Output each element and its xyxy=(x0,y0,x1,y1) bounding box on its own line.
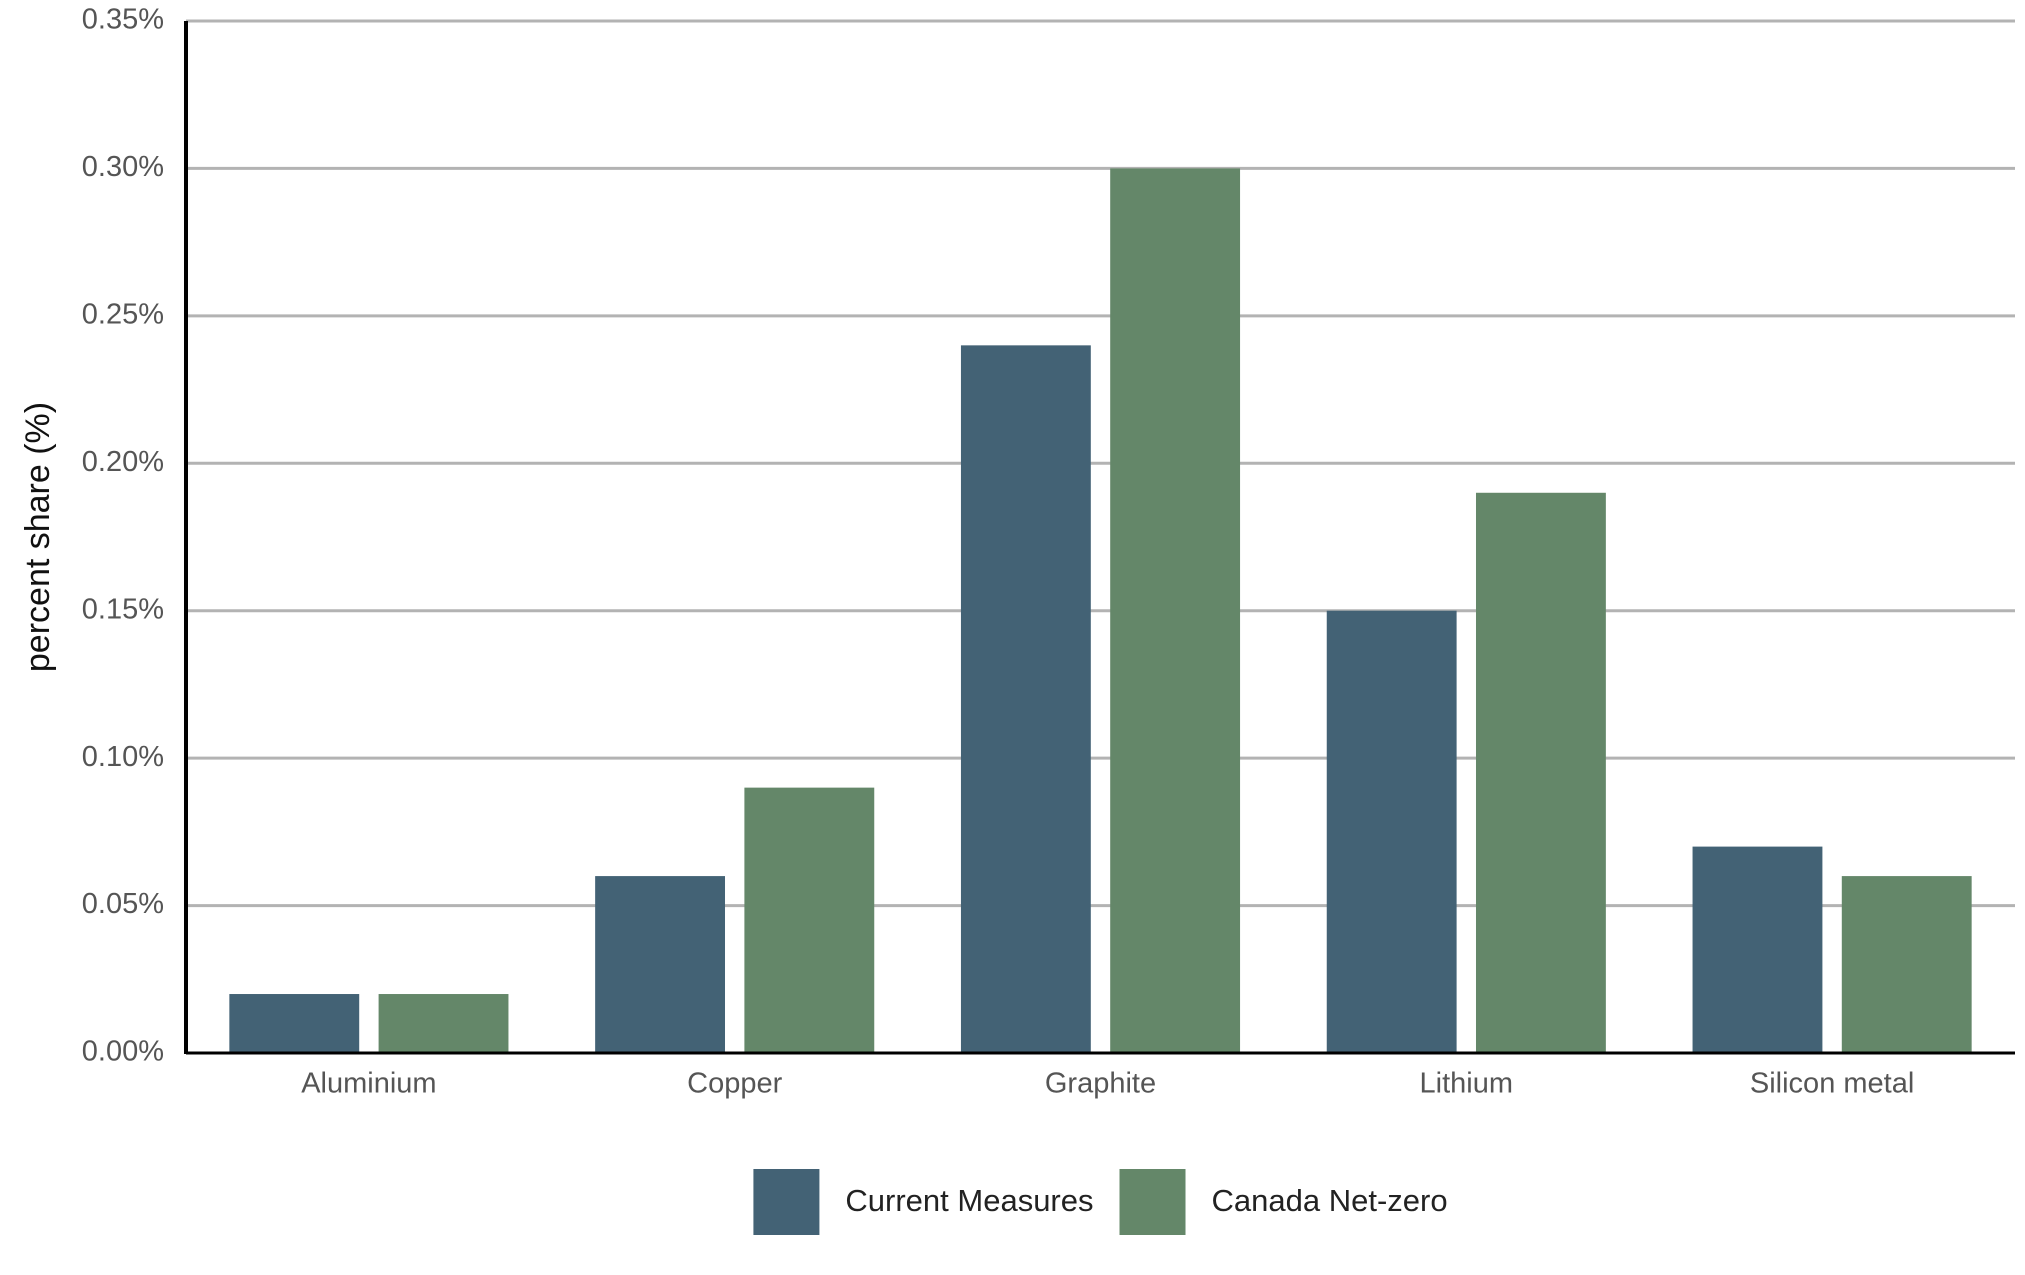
bar xyxy=(1110,168,1241,1053)
y-tick-label: 0.00% xyxy=(82,1036,164,1068)
bar xyxy=(1475,492,1606,1053)
bar xyxy=(378,994,509,1053)
bar xyxy=(960,345,1091,1053)
legend-swatch xyxy=(1119,1169,1186,1235)
legend-label: Canada Net-zero xyxy=(1212,1183,1448,1218)
y-tick-label: 0.35% xyxy=(82,4,164,36)
bar xyxy=(744,787,875,1053)
y-tick-label: 0.05% xyxy=(82,888,164,920)
y-tick-label: 0.10% xyxy=(82,741,164,773)
x-tick-label: Aluminium xyxy=(301,1068,436,1100)
y-tick-label: 0.25% xyxy=(82,299,164,331)
x-tick-label: Copper xyxy=(687,1068,782,1100)
bar xyxy=(1841,876,1972,1053)
y-axis-title: percent share (%) xyxy=(19,402,57,672)
bar xyxy=(595,876,726,1053)
x-tick-label: Lithium xyxy=(1420,1068,1514,1100)
legend-label: Current Measures xyxy=(845,1183,1093,1218)
y-tick-label: 0.30% xyxy=(82,151,164,183)
bar xyxy=(1326,610,1457,1053)
bar xyxy=(1692,846,1823,1053)
bar xyxy=(229,994,360,1053)
x-tick-label: Graphite xyxy=(1045,1068,1156,1100)
legend-swatch xyxy=(753,1169,820,1235)
y-tick-label: 0.20% xyxy=(82,446,164,478)
x-tick-label: Silicon metal xyxy=(1750,1068,1914,1100)
y-tick-label: 0.15% xyxy=(82,593,164,625)
